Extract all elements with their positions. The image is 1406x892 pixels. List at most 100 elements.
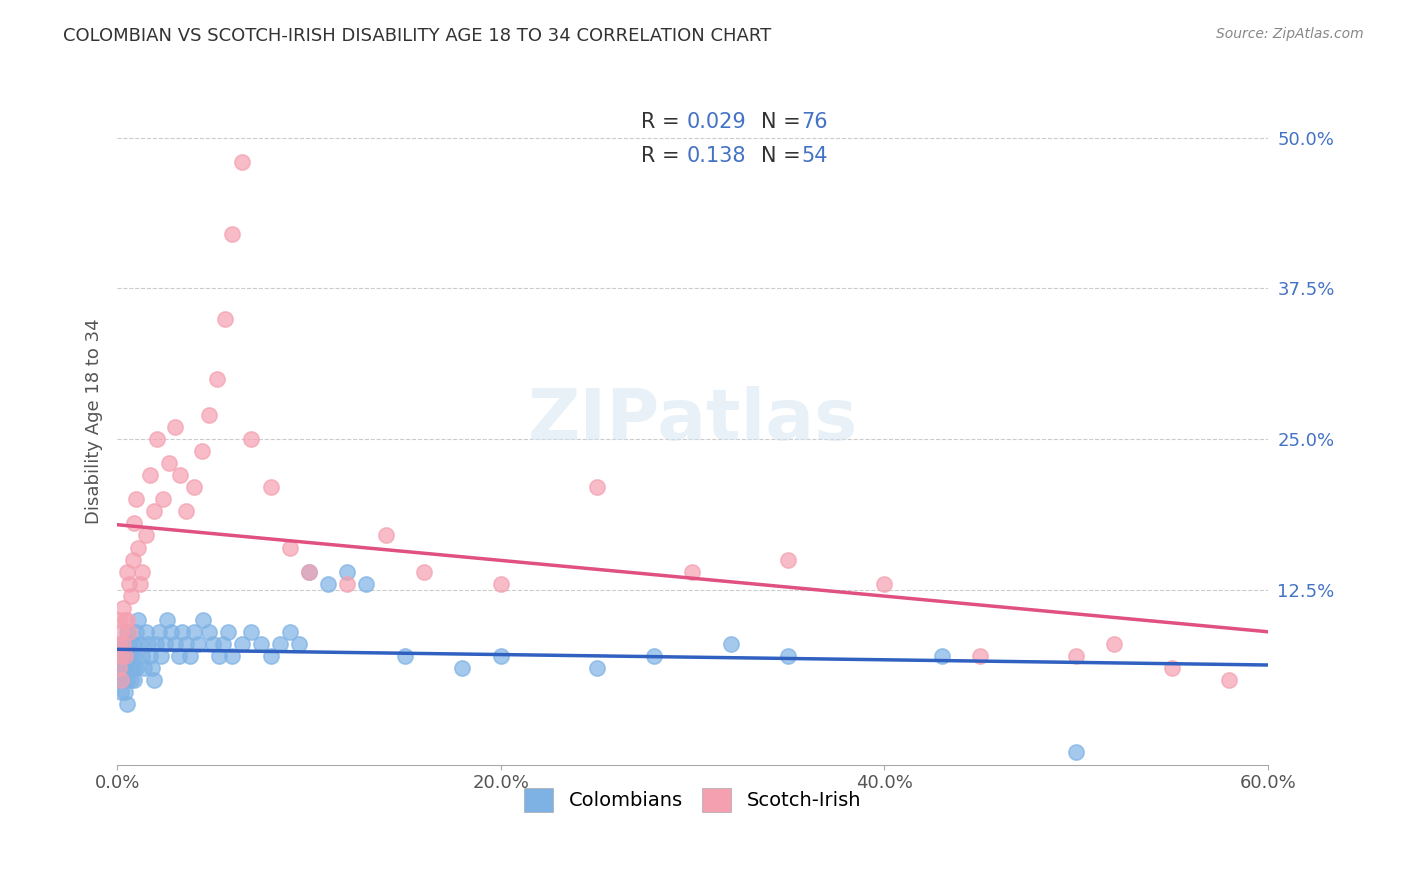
Scotch-Irish <box>111 637 134 651</box>
Scotch-Irish <box>157 456 180 470</box>
Scotch-Irish <box>336 576 359 591</box>
Colombians <box>125 624 148 639</box>
Text: ZIPatlas: ZIPatlas <box>527 386 858 456</box>
Colombians <box>114 661 136 675</box>
Text: 0.029: 0.029 <box>686 112 747 132</box>
Scotch-Irish <box>1160 661 1182 675</box>
Colombians <box>120 673 142 687</box>
Colombians <box>208 648 231 663</box>
Scotch-Irish <box>778 552 800 566</box>
Scotch-Irish <box>108 613 131 627</box>
Scotch-Irish <box>259 480 281 494</box>
Scotch-Irish <box>221 227 243 241</box>
Colombians <box>585 661 607 675</box>
Scotch-Irish <box>681 565 703 579</box>
Colombians <box>111 673 134 687</box>
Scotch-Irish <box>110 673 132 687</box>
Scotch-Irish <box>214 311 236 326</box>
Colombians <box>135 624 157 639</box>
Colombians <box>167 648 190 663</box>
Scotch-Irish <box>152 492 174 507</box>
Text: COLOMBIAN VS SCOTCH-IRISH DISABILITY AGE 18 TO 34 CORRELATION CHART: COLOMBIAN VS SCOTCH-IRISH DISABILITY AGE… <box>63 27 772 45</box>
Scotch-Irish <box>129 576 152 591</box>
Colombians <box>111 661 134 675</box>
Colombians <box>115 698 138 712</box>
Colombians <box>336 565 359 579</box>
Colombians <box>131 648 153 663</box>
Colombians <box>150 648 173 663</box>
Colombians <box>240 624 263 639</box>
Colombians <box>108 673 131 687</box>
Colombians <box>187 637 209 651</box>
Colombians <box>132 661 155 675</box>
Colombians <box>118 637 141 651</box>
Scotch-Irish <box>139 468 162 483</box>
Scotch-Irish <box>169 468 191 483</box>
Scotch-Irish <box>585 480 607 494</box>
Colombians <box>121 661 143 675</box>
Scotch-Irish <box>183 480 205 494</box>
Colombians <box>160 624 183 639</box>
Scotch-Irish <box>198 408 221 422</box>
Colombians <box>1064 746 1087 760</box>
Scotch-Irish <box>118 576 141 591</box>
Text: R =: R = <box>641 146 693 167</box>
Scotch-Irish <box>240 432 263 446</box>
Scotch-Irish <box>108 637 131 651</box>
Scotch-Irish <box>163 420 186 434</box>
Colombians <box>139 648 162 663</box>
Colombians <box>110 685 132 699</box>
Colombians <box>110 673 132 687</box>
Colombians <box>643 648 665 663</box>
Colombians <box>156 613 179 627</box>
Colombians <box>174 637 197 651</box>
Colombians <box>108 661 131 675</box>
Scotch-Irish <box>135 528 157 542</box>
Colombians <box>153 637 176 651</box>
Scotch-Irish <box>413 565 436 579</box>
Colombians <box>193 613 215 627</box>
Colombians <box>778 648 800 663</box>
Scotch-Irish <box>131 565 153 579</box>
Colombians <box>141 661 163 675</box>
Scotch-Irish <box>111 600 134 615</box>
Text: 76: 76 <box>801 112 828 132</box>
Scotch-Irish <box>1218 673 1240 687</box>
Scotch-Irish <box>278 541 301 555</box>
Colombians <box>114 685 136 699</box>
Scotch-Irish <box>110 624 132 639</box>
Text: 0.138: 0.138 <box>686 146 747 167</box>
Colombians <box>278 624 301 639</box>
Colombians <box>316 576 339 591</box>
Colombians <box>198 624 221 639</box>
Colombians <box>124 648 146 663</box>
Text: N =: N = <box>762 146 808 167</box>
Scotch-Irish <box>121 552 143 566</box>
Colombians <box>108 648 131 663</box>
Colombians <box>124 673 146 687</box>
Scotch-Irish <box>110 648 132 663</box>
Scotch-Irish <box>969 648 991 663</box>
Colombians <box>148 624 170 639</box>
Colombians <box>183 624 205 639</box>
Text: 54: 54 <box>801 146 828 167</box>
Colombians <box>163 637 186 651</box>
Colombians <box>142 673 165 687</box>
Colombians <box>298 565 321 579</box>
Scotch-Irish <box>118 624 141 639</box>
Scotch-Irish <box>124 516 146 531</box>
Colombians <box>288 637 311 651</box>
Scotch-Irish <box>120 589 142 603</box>
Scotch-Irish <box>108 661 131 675</box>
Text: R =: R = <box>641 112 686 132</box>
Scotch-Irish <box>1064 648 1087 663</box>
Y-axis label: Disability Age 18 to 34: Disability Age 18 to 34 <box>86 318 103 524</box>
Colombians <box>231 637 253 651</box>
Colombians <box>115 624 138 639</box>
Colombians <box>118 661 141 675</box>
Colombians <box>121 637 143 651</box>
Scotch-Irish <box>205 372 228 386</box>
Scotch-Irish <box>231 154 253 169</box>
Colombians <box>269 637 291 651</box>
Text: Source: ZipAtlas.com: Source: ZipAtlas.com <box>1216 27 1364 41</box>
